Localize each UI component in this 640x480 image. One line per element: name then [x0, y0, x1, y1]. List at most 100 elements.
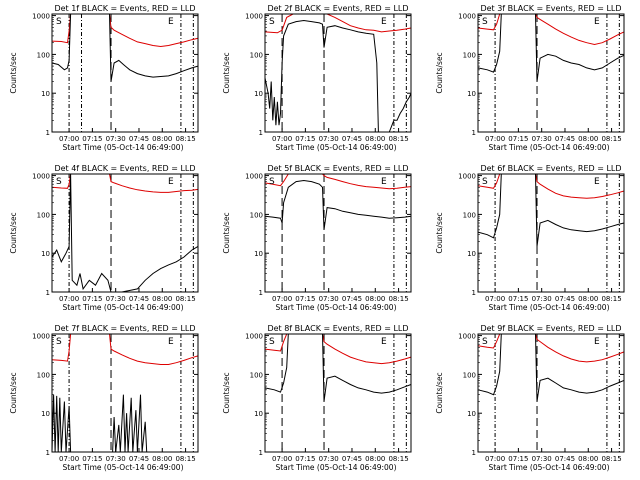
x-tick-label: 08:15: [175, 295, 195, 303]
y-tick-label: 100: [37, 211, 50, 219]
x-tick-label: 07:30: [319, 135, 339, 143]
x-axis-label: Start Time (05-Oct-14 06:49:00): [275, 303, 396, 312]
y-tick-label: 1: [46, 129, 50, 137]
x-tick-label: 07:45: [555, 295, 575, 303]
x-tick-label: 07:15: [508, 455, 528, 463]
x-tick-label: 07:00: [485, 295, 505, 303]
x-tick-label: 07:00: [272, 295, 292, 303]
start-marker: S: [482, 177, 488, 187]
x-tick-label: 08:15: [388, 295, 408, 303]
x-tick-label: 07:15: [295, 295, 315, 303]
x-tick-label: 07:30: [532, 295, 552, 303]
lld-series-line: [51, 173, 199, 193]
x-tick-label: 08:00: [365, 295, 385, 303]
y-tick-label: 10: [41, 90, 50, 98]
y-tick-label: 100: [37, 371, 50, 379]
start-marker: S: [56, 177, 62, 187]
y-axis-label: Counts/sec: [435, 212, 444, 253]
y-tick-label: 100: [463, 211, 476, 219]
y-tick-label: 10: [467, 250, 476, 258]
y-axis-label: Counts/sec: [222, 52, 231, 93]
events-series-line: [477, 173, 625, 247]
x-tick-label: 07:30: [532, 135, 552, 143]
x-tick-label: 07:45: [555, 455, 575, 463]
x-tick-label: 07:00: [59, 455, 79, 463]
x-axis-label: Start Time (05-Oct-14 06:49:00): [62, 303, 183, 312]
events-series-line: [264, 19, 412, 133]
lld-series-line: [264, 173, 412, 190]
y-tick-label: 1000: [32, 333, 50, 341]
y-axis-label: Counts/sec: [222, 212, 231, 253]
lld-series-line: [477, 173, 625, 199]
end-marker: E: [594, 337, 600, 347]
events-series-line: [477, 333, 625, 402]
x-tick-label: 08:15: [388, 455, 408, 463]
events-series-line: [264, 179, 412, 230]
events-series-line: [51, 173, 199, 293]
start-marker: S: [482, 337, 488, 347]
x-tick-label: 07:15: [508, 295, 528, 303]
x-tick-label: 07:45: [129, 295, 149, 303]
x-axis-label: Start Time (05-Oct-14 06:49:00): [488, 463, 609, 472]
start-marker: S: [269, 17, 275, 27]
y-tick-label: 1: [259, 289, 263, 297]
events-series-line: [51, 394, 198, 453]
panel-title: Det 5f BLACK = Events, RED = LLD: [267, 164, 408, 173]
end-marker: E: [381, 177, 387, 187]
y-tick-label: 1000: [245, 333, 263, 341]
x-tick-label: 08:00: [578, 295, 598, 303]
y-tick-label: 1: [46, 449, 50, 457]
x-axis-label: Start Time (05-Oct-14 06:49:00): [488, 303, 609, 312]
detector-panel: Det 6f BLACK = Events, RED = LLD S E 1 10 100…: [435, 164, 625, 312]
y-axis-label: Counts/sec: [9, 52, 18, 93]
start-marker: S: [482, 17, 488, 27]
start-marker: S: [269, 177, 275, 187]
x-tick-label: 07:15: [295, 455, 315, 463]
plot-frame: [51, 333, 199, 453]
x-tick-label: 07:30: [106, 455, 126, 463]
detector-panel: Det 9f BLACK = Events, RED = LLD S E 1 10 100…: [435, 324, 625, 472]
x-axis-label: Start Time (05-Oct-14 06:49:00): [488, 143, 609, 152]
lld-series-line: [264, 333, 412, 365]
x-tick-label: 07:45: [129, 135, 149, 143]
x-tick-label: 07:00: [485, 135, 505, 143]
detector-panel: Det 8f BLACK = Events, RED = LLD S E 1 10 100…: [222, 324, 412, 472]
plot-frame: [477, 13, 625, 133]
y-tick-label: 100: [250, 371, 263, 379]
start-marker: S: [269, 337, 275, 347]
end-marker: E: [168, 17, 174, 27]
x-tick-label: 07:15: [82, 455, 102, 463]
y-tick-label: 1: [259, 449, 263, 457]
x-tick-label: 07:00: [272, 135, 292, 143]
x-tick-label: 07:30: [106, 135, 126, 143]
x-tick-label: 07:00: [59, 135, 79, 143]
y-tick-label: 1000: [32, 173, 50, 181]
y-tick-label: 1000: [458, 173, 476, 181]
detector-panel: Det 3f BLACK = Events, RED = LLD S E 1 10 100…: [435, 4, 625, 152]
x-tick-label: 08:00: [152, 135, 172, 143]
x-tick-label: 08:00: [152, 295, 172, 303]
plot-frame: [264, 13, 412, 133]
y-tick-label: 1000: [32, 13, 50, 21]
detector-panel: Det 2f BLACK = Events, RED = LLD S E 1 10 100…: [222, 4, 412, 152]
x-axis-label: Start Time (05-Oct-14 06:49:00): [62, 143, 183, 152]
panel-title: Det 1f BLACK = Events, RED = LLD: [54, 4, 195, 13]
x-tick-label: 08:15: [601, 135, 621, 143]
y-axis-label: Counts/sec: [9, 212, 18, 253]
x-tick-label: 08:15: [175, 455, 195, 463]
y-tick-label: 100: [250, 211, 263, 219]
x-tick-label: 08:15: [175, 135, 195, 143]
panel-title: Det 6f BLACK = Events, RED = LLD: [480, 164, 621, 173]
x-axis-label: Start Time (05-Oct-14 06:49:00): [62, 463, 183, 472]
x-tick-label: 07:15: [295, 135, 315, 143]
y-tick-label: 10: [254, 250, 263, 258]
y-tick-label: 1: [46, 289, 50, 297]
y-tick-label: 10: [254, 410, 263, 418]
y-tick-label: 10: [254, 90, 263, 98]
detector-panel: Det 5f BLACK = Events, RED = LLD S E 1 10 100…: [222, 164, 412, 312]
plot-frame: [264, 173, 412, 293]
end-marker: E: [381, 337, 387, 347]
y-tick-label: 1: [472, 289, 476, 297]
lld-series-line: [51, 13, 199, 48]
